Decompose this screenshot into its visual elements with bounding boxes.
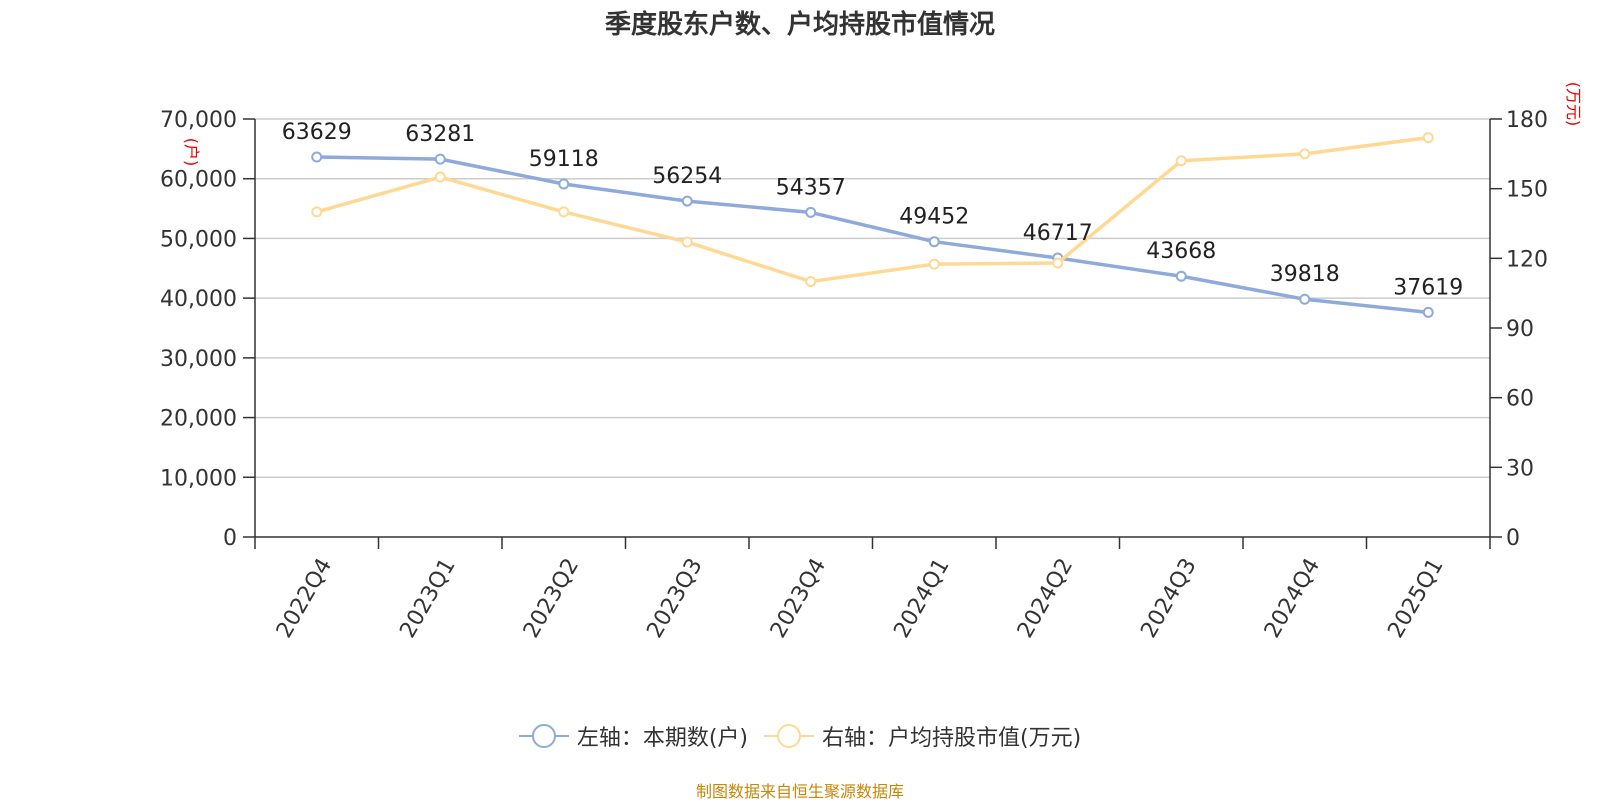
x-axis-tick-label: 2023Q1 (395, 554, 460, 642)
right-axis-tick-label: 90 (1506, 317, 1534, 342)
left-axis-tick-label: 30,000 (160, 347, 237, 372)
x-axis-tick-label: 2024Q4 (1260, 554, 1325, 642)
x-axis-tick-label: 2023Q4 (766, 554, 831, 642)
right-axis-tick-label: 30 (1506, 456, 1534, 481)
data-label: 59118 (529, 147, 599, 172)
series-line-left (316, 155, 1429, 315)
series-line-right (316, 135, 1429, 284)
legend-item-right-series[interactable]: 右轴：户均持股市值(万元) (764, 720, 1081, 752)
left-axis-tick-label: 60,000 (160, 168, 237, 193)
data-point[interactable] (681, 236, 693, 248)
data-point[interactable] (558, 178, 570, 190)
data-point[interactable] (805, 276, 817, 288)
left-axis-tick-label: 20,000 (160, 407, 237, 432)
data-label: 37619 (1393, 275, 1463, 300)
data-point[interactable] (1299, 293, 1311, 305)
left-axis-unit: (户) (182, 138, 201, 167)
legend-marker-left-icon (518, 724, 569, 748)
legend-item-left-series[interactable]: 左轴：本期数(户) (518, 720, 748, 752)
right-axis-tick-label: 120 (1506, 247, 1548, 272)
data-labels: 63629 63281 59118 56254 54357 49452 46717 43668… (282, 120, 1464, 300)
x-axis-tick-label: 2024Q2 (1013, 554, 1078, 642)
left-axis-tick-label: 50,000 (160, 227, 237, 252)
series (311, 132, 1434, 318)
data-point[interactable] (1175, 155, 1187, 167)
data-point[interactable] (1052, 257, 1064, 269)
data-point[interactable] (928, 258, 940, 270)
x-axis-tick-label: 2024Q1 (889, 554, 954, 642)
data-point[interactable] (1175, 270, 1187, 282)
data-point[interactable] (434, 171, 446, 183)
legend-label-right-series: 右轴：户均持股市值(万元) (822, 726, 1082, 751)
left-axis-tick-label: 40,000 (160, 287, 237, 312)
right-axis-tick-label: 150 (1506, 178, 1548, 203)
left-axis-tick-label: 10,000 (160, 466, 237, 491)
data-point[interactable] (311, 151, 323, 163)
data-label: 46717 (1023, 221, 1093, 246)
data-point[interactable] (928, 236, 940, 248)
right-axis-tick-label: 180 (1506, 108, 1548, 133)
data-point[interactable] (434, 153, 446, 165)
data-label: 63629 (282, 120, 352, 145)
axes: 0 10,000 20,000 30,000 40,000 50,000 60,000 70,… (160, 108, 1548, 642)
data-label: 43668 (1146, 239, 1216, 264)
legend-marker-right-icon (764, 724, 814, 748)
data-label: 39818 (1270, 262, 1340, 287)
right-axis-tick-label: 0 (1506, 526, 1520, 551)
x-axis-tick-label: 2023Q2 (519, 554, 584, 642)
right-axis-unit: (万元) (1564, 82, 1583, 127)
data-point[interactable] (1422, 132, 1434, 144)
data-label: 54357 (776, 175, 846, 200)
left-axis-tick-label: 0 (223, 526, 237, 551)
legend: 左轴：本期数(户) 右轴：户均持股市值(万元) (0, 720, 1600, 752)
data-point[interactable] (805, 206, 817, 218)
data-point[interactable] (558, 206, 570, 218)
data-label: 49452 (899, 205, 969, 230)
left-axis-tick-label: 70,000 (160, 108, 237, 133)
chart-title: 季度股东户数、户均持股市值情况 (604, 10, 995, 40)
source-note: 制图数据来自恒生聚源数据库 (695, 782, 904, 801)
data-label: 56254 (652, 164, 722, 189)
data-point[interactable] (311, 206, 323, 218)
data-point[interactable] (681, 195, 693, 207)
right-axis-tick-label: 60 (1506, 387, 1534, 412)
data-point[interactable] (1422, 306, 1434, 318)
x-axis-tick-label: 2023Q3 (642, 554, 707, 642)
x-axis-tick-label: 2025Q1 (1383, 554, 1448, 642)
x-axis-tick-label: 2022Q4 (272, 554, 337, 642)
legend-label-left-series: 左轴：本期数(户) (576, 726, 748, 751)
data-point[interactable] (1299, 148, 1311, 160)
data-label: 63281 (405, 122, 475, 147)
x-axis-tick-label: 2024Q3 (1136, 554, 1201, 642)
grid-lines (255, 118, 1490, 479)
